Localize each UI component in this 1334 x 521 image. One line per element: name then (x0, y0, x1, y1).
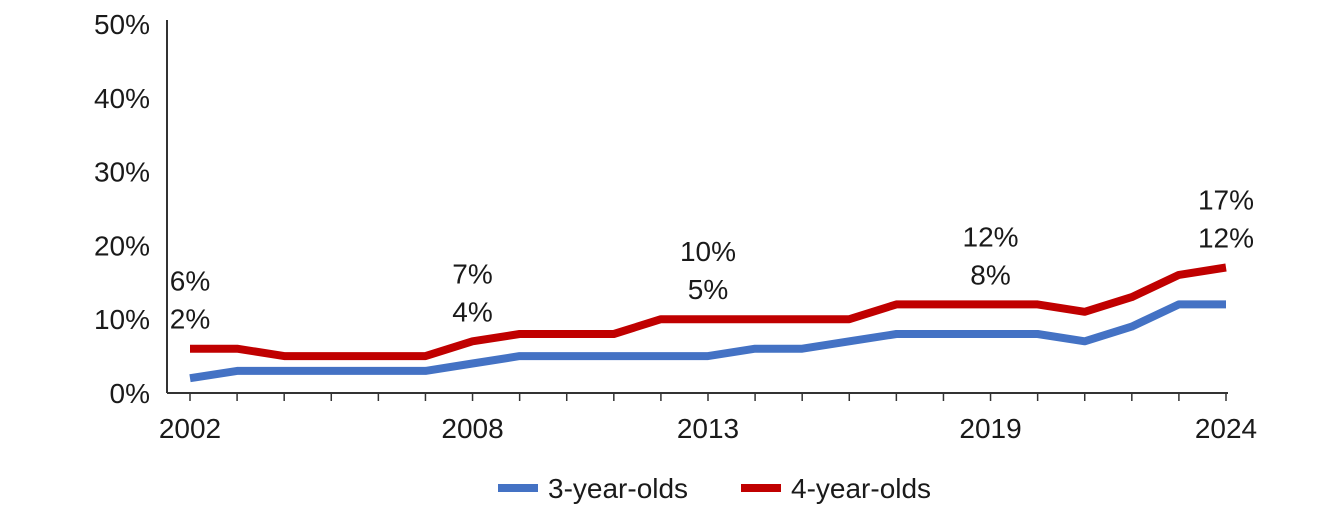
x-tick-label: 2019 (959, 413, 1021, 444)
data-label-four-year: 10% (680, 236, 736, 267)
x-tick-label: 2024 (1195, 413, 1257, 444)
legend: 3-year-olds 4-year-olds (498, 473, 931, 504)
series-line-three-year-olds (189, 300, 1226, 383)
y-axis: 0% 10% 20% 30% 40% 50% (94, 9, 168, 409)
series-lines (189, 263, 1227, 383)
y-tick-label: 40% (94, 83, 150, 114)
data-label-three-year: 4% (452, 296, 492, 327)
data-label-three-year: 5% (688, 274, 728, 305)
data-labels: 6% 2% 7% 4% 10% 5% 12% 8% 17% 12% (170, 185, 1254, 335)
x-tick-label: 2002 (159, 413, 221, 444)
data-label-four-year: 6% (170, 266, 210, 297)
data-label-three-year: 8% (970, 259, 1010, 290)
y-tick-label: 50% (94, 9, 150, 40)
data-label-three-year: 12% (1198, 223, 1254, 254)
x-tick-label: 2013 (677, 413, 739, 444)
data-label-four-year: 12% (963, 221, 1019, 252)
x-tick-label: 2008 (441, 413, 503, 444)
y-tick-label: 20% (94, 230, 150, 261)
y-tick-label: 10% (94, 304, 150, 335)
legend-label: 4-year-olds (791, 473, 931, 504)
series-line-four-year-olds (190, 263, 1227, 361)
y-tick-label: 0% (110, 378, 150, 409)
legend-label: 3-year-olds (548, 473, 688, 504)
x-axis: 2002 2008 2013 2019 2024 (159, 392, 1257, 444)
y-tick-label: 30% (94, 157, 150, 188)
data-label-four-year: 7% (452, 258, 492, 289)
data-label-three-year: 2% (170, 304, 210, 335)
data-label-four-year: 17% (1198, 185, 1254, 216)
